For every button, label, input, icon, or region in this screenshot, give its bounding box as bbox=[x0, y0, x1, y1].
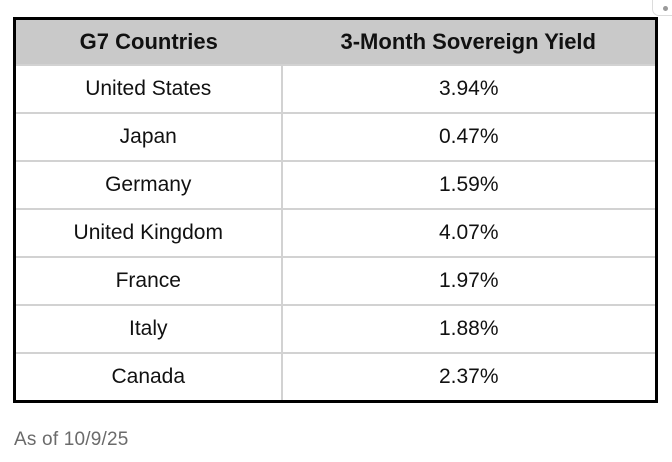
table-row: Japan 0.47% bbox=[14, 112, 657, 161]
table-row: Italy 1.88% bbox=[14, 304, 657, 353]
country-cell: Italy bbox=[14, 304, 283, 353]
table-row: France 1.97% bbox=[14, 256, 657, 305]
yield-cell: 4.07% bbox=[281, 208, 657, 257]
floating-widget[interactable] bbox=[652, 0, 672, 16]
country-cell: United States bbox=[14, 64, 283, 113]
table-row: Germany 1.59% bbox=[14, 160, 657, 209]
yield-cell: 1.97% bbox=[281, 256, 657, 305]
yield-cell: 1.59% bbox=[281, 160, 657, 209]
table-row: United States 3.94% bbox=[14, 64, 657, 113]
yield-cell: 3.94% bbox=[281, 64, 657, 113]
column-header-yield: 3-Month Sovereign Yield bbox=[281, 18, 657, 65]
header-row: G7 Countries 3-Month Sovereign Yield bbox=[14, 18, 657, 65]
table-row: Canada 2.37% bbox=[14, 352, 657, 402]
yield-cell: 2.37% bbox=[281, 352, 657, 402]
dot-icon bbox=[663, 6, 668, 11]
as-of-date: As of 10/9/25 bbox=[14, 429, 129, 450]
yield-cell: 0.47% bbox=[281, 112, 657, 161]
country-cell: United Kingdom bbox=[14, 208, 283, 257]
column-header-countries: G7 Countries bbox=[14, 18, 282, 65]
yield-table-container: G7 Countries 3-Month Sovereign Yield Uni… bbox=[13, 17, 658, 403]
yield-table: G7 Countries 3-Month Sovereign Yield Uni… bbox=[13, 17, 658, 403]
country-cell: France bbox=[14, 256, 283, 305]
country-cell: Germany bbox=[14, 160, 283, 209]
yield-cell: 1.88% bbox=[281, 304, 657, 353]
table-row: United Kingdom 4.07% bbox=[14, 208, 657, 257]
country-cell: Canada bbox=[14, 352, 283, 402]
country-cell: Japan bbox=[14, 112, 283, 161]
